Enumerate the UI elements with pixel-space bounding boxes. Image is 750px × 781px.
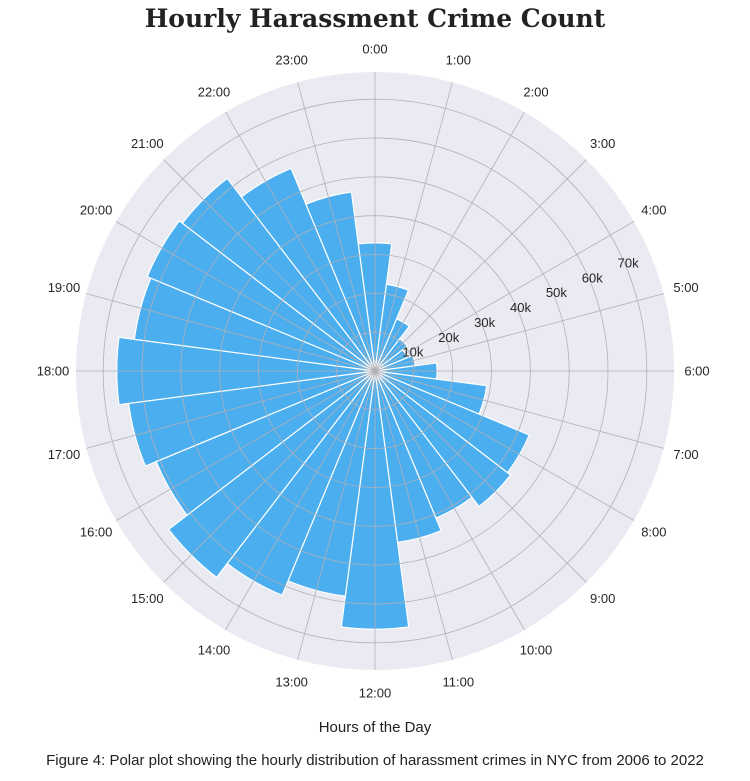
angle-tick-23:00: 23:00 <box>275 52 308 67</box>
angle-tick-10:00: 10:00 <box>520 642 553 657</box>
spoke-10:00 <box>374 370 525 631</box>
angle-tick-2:00: 2:00 <box>523 85 548 100</box>
spoke-23:00 <box>297 82 376 372</box>
angle-tick-17:00: 17:00 <box>48 447 81 462</box>
angle-tick-11:00: 11:00 <box>443 675 475 690</box>
spoke-2:00 <box>374 111 525 372</box>
angle-tick-8:00: 8:00 <box>641 525 666 540</box>
figure-caption: Figure 4: Polar plot showing the hourly … <box>46 752 704 769</box>
spoke-3:00 <box>374 159 587 372</box>
spoke-16:00 <box>115 370 376 521</box>
spoke-13:00 <box>297 370 376 660</box>
spoke-14:00 <box>225 370 376 631</box>
angle-tick-7:00: 7:00 <box>673 447 698 462</box>
spoke-5:00 <box>374 293 664 372</box>
angle-tick-5:00: 5:00 <box>673 280 698 295</box>
spoke-15:00 <box>163 370 376 583</box>
radial-tick-50k: 50k <box>546 285 567 300</box>
angle-tick-0:00: 0:00 <box>362 42 387 57</box>
spoke-9:00 <box>374 370 587 583</box>
radial-tick-60k: 60k <box>582 270 603 285</box>
angle-tick-3:00: 3:00 <box>590 136 615 151</box>
angle-tick-18:00: 18:00 <box>37 364 70 379</box>
angle-tick-6:00: 6:00 <box>684 364 709 379</box>
spoke-20:00 <box>115 221 376 372</box>
angle-tick-13:00: 13:00 <box>275 675 308 690</box>
spoke-17:00 <box>86 370 376 449</box>
chart-title: Hourly Harassment Crime Count <box>144 4 606 33</box>
spoke-8:00 <box>374 370 635 521</box>
angle-tick-20:00: 20:00 <box>80 203 113 218</box>
angle-tick-1:00: 1:00 <box>446 52 471 67</box>
radial-tick-20k: 20k <box>438 330 459 345</box>
spoke-22:00 <box>225 111 376 372</box>
radial-tick-30k: 30k <box>474 315 495 330</box>
angle-tick-22:00: 22:00 <box>198 85 231 100</box>
angle-tick-4:00: 4:00 <box>641 203 666 218</box>
radial-tick-40k: 40k <box>510 300 531 315</box>
angle-tick-15:00: 15:00 <box>131 591 164 606</box>
x-axis-label: Hours of the Day <box>318 719 432 736</box>
spoke-1:00 <box>374 82 453 372</box>
spoke-19:00 <box>86 293 376 372</box>
spoke-7:00 <box>374 370 664 449</box>
angle-tick-14:00: 14:00 <box>198 642 231 657</box>
angle-tick-21:00: 21:00 <box>131 136 164 151</box>
spoke-21:00 <box>163 159 376 372</box>
angle-tick-9:00: 9:00 <box>590 591 615 606</box>
radial-tick-10k: 10k <box>402 345 423 360</box>
angle-tick-19:00: 19:00 <box>48 280 81 295</box>
spoke-11:00 <box>374 370 453 660</box>
spoke-4:00 <box>374 221 635 372</box>
angle-tick-12:00: 12:00 <box>359 686 392 701</box>
angle-tick-16:00: 16:00 <box>80 525 113 540</box>
radial-tick-70k: 70k <box>618 255 639 270</box>
